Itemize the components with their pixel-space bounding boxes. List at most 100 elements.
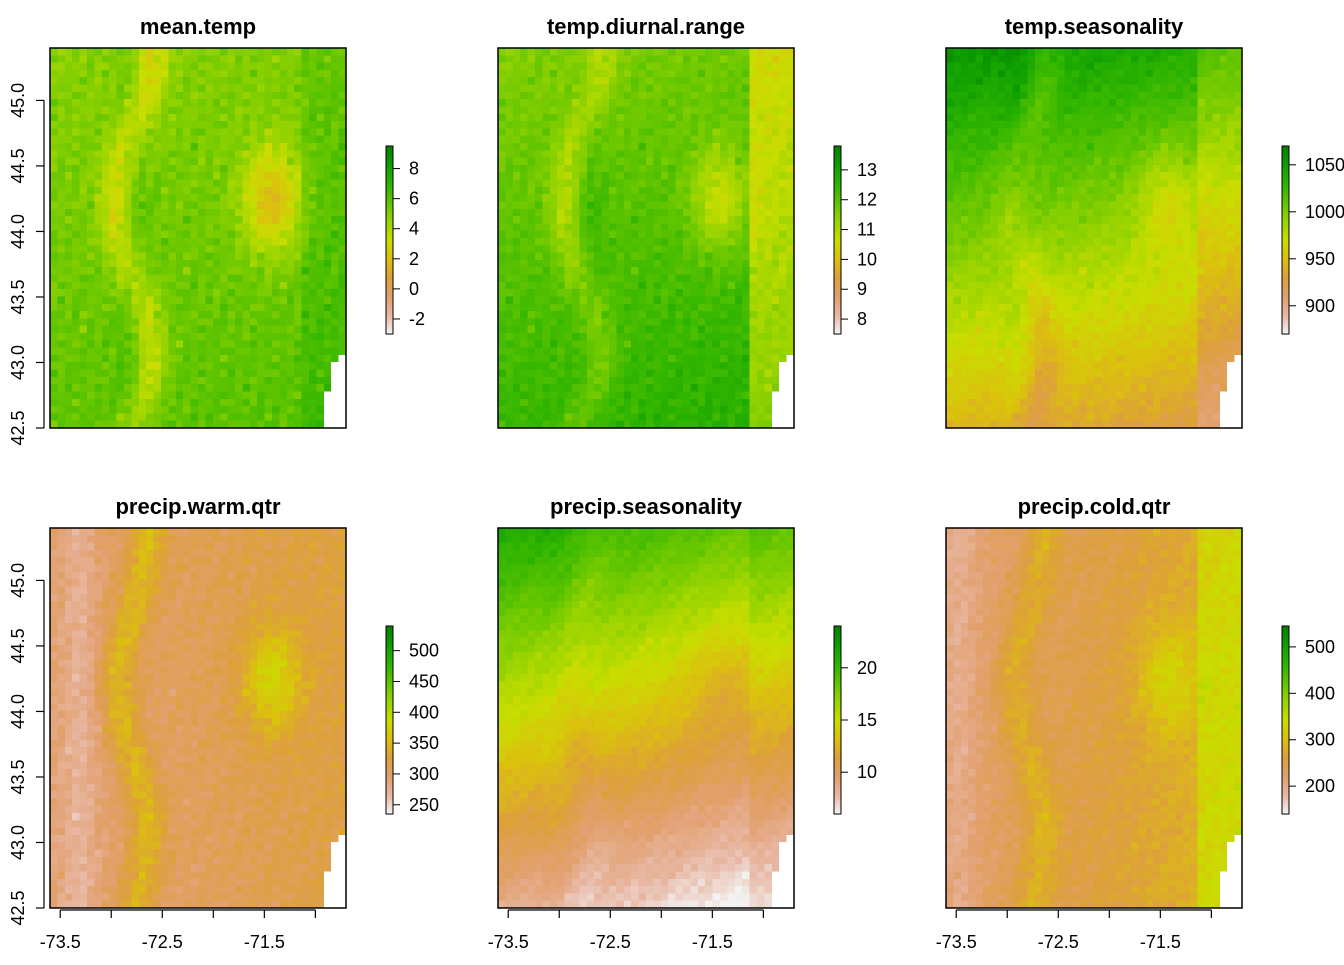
raster-cell bbox=[279, 296, 287, 304]
raster-cell bbox=[339, 106, 347, 114]
raster-cell bbox=[294, 180, 302, 188]
raster-cell bbox=[220, 296, 228, 304]
raster-cell bbox=[528, 150, 536, 158]
raster-cell bbox=[750, 180, 758, 188]
raster-cell bbox=[57, 172, 65, 180]
raster-cell bbox=[1005, 136, 1013, 144]
raster-cell bbox=[131, 209, 139, 217]
raster-cell bbox=[498, 311, 506, 319]
raster-cell bbox=[117, 318, 125, 326]
raster-cell bbox=[550, 48, 558, 56]
raster-cell bbox=[661, 304, 669, 312]
raster-cell bbox=[94, 289, 102, 297]
raster-cell bbox=[609, 223, 617, 231]
raster-cell bbox=[131, 114, 139, 122]
raster-cell bbox=[616, 377, 624, 385]
raster-cell bbox=[1168, 92, 1176, 100]
raster-cell bbox=[968, 63, 976, 71]
raster-cell bbox=[117, 63, 125, 71]
raster-cell bbox=[146, 172, 154, 180]
raster-cell bbox=[117, 231, 125, 239]
raster-cell bbox=[339, 282, 347, 290]
raster-cell bbox=[183, 289, 191, 297]
raster-cell bbox=[1050, 48, 1058, 56]
raster-cell bbox=[1212, 128, 1220, 136]
raster-cell bbox=[168, 194, 176, 202]
raster-cell bbox=[250, 318, 258, 326]
raster-cell bbox=[279, 180, 287, 188]
raster-cell bbox=[953, 114, 961, 122]
raster-cell bbox=[94, 63, 102, 71]
raster-cell bbox=[505, 216, 513, 224]
raster-cell bbox=[316, 348, 324, 356]
raster-cell bbox=[117, 384, 125, 392]
raster-cell bbox=[279, 201, 287, 209]
raster-cell bbox=[550, 282, 558, 290]
raster-cell bbox=[131, 362, 139, 370]
raster-cell bbox=[750, 92, 758, 100]
raster-cell bbox=[946, 180, 954, 188]
raster-cell bbox=[228, 136, 236, 144]
raster-cell bbox=[302, 158, 310, 166]
raster-cell bbox=[683, 260, 691, 268]
raster-cell bbox=[242, 377, 250, 385]
raster-cell bbox=[57, 304, 65, 312]
raster-cell bbox=[661, 318, 669, 326]
raster-cell bbox=[705, 63, 713, 71]
raster-cell bbox=[213, 399, 221, 407]
raster-cell bbox=[220, 201, 228, 209]
raster-cell bbox=[257, 85, 265, 93]
legend-tick-label: 10 bbox=[857, 249, 877, 269]
raster-cell bbox=[646, 180, 654, 188]
raster-cell bbox=[1079, 158, 1087, 166]
raster-cell bbox=[265, 231, 273, 239]
raster-cell bbox=[1057, 165, 1065, 173]
raster-cell bbox=[324, 384, 332, 392]
raster-cell bbox=[557, 340, 565, 348]
raster-cell bbox=[1220, 77, 1228, 85]
raster-cell bbox=[102, 150, 110, 158]
raster-cell bbox=[1064, 106, 1072, 114]
raster-cell bbox=[250, 99, 258, 107]
raster-cell bbox=[331, 92, 339, 100]
raster-cell bbox=[631, 223, 639, 231]
raster-cell bbox=[117, 282, 125, 290]
raster-cell bbox=[609, 260, 617, 268]
raster-cell bbox=[602, 391, 610, 399]
raster-cell bbox=[294, 399, 302, 407]
raster-cell bbox=[505, 399, 513, 407]
raster-cell bbox=[72, 106, 80, 114]
raster-cell bbox=[1131, 180, 1139, 188]
raster-cell bbox=[528, 304, 536, 312]
raster-cell bbox=[1035, 128, 1043, 136]
raster-cell bbox=[102, 282, 110, 290]
raster-cell bbox=[287, 128, 295, 136]
raster-cell bbox=[272, 85, 280, 93]
raster-cell bbox=[705, 172, 713, 180]
raster-cell bbox=[220, 121, 228, 129]
raster-cell bbox=[550, 180, 558, 188]
raster-cell bbox=[1235, 77, 1243, 85]
raster-cell bbox=[109, 121, 117, 129]
raster-cell bbox=[94, 311, 102, 319]
raster-cell bbox=[683, 304, 691, 312]
raster-cell bbox=[676, 216, 684, 224]
raster-cell bbox=[205, 370, 213, 378]
raster-cell bbox=[339, 348, 347, 356]
raster-cell bbox=[572, 245, 580, 253]
raster-cell bbox=[198, 106, 206, 114]
raster-cell bbox=[542, 289, 550, 297]
raster-cell bbox=[235, 421, 243, 429]
raster-cell bbox=[757, 150, 765, 158]
raster-cell bbox=[668, 165, 676, 173]
raster-cell bbox=[513, 384, 521, 392]
raster-cell bbox=[953, 48, 961, 56]
raster-cell bbox=[653, 253, 661, 261]
raster-cell bbox=[94, 158, 102, 166]
raster-cell bbox=[220, 311, 228, 319]
raster-cell bbox=[1235, 172, 1243, 180]
raster-cell bbox=[57, 275, 65, 283]
raster-cell bbox=[131, 370, 139, 378]
raster-cell bbox=[639, 275, 647, 283]
y-tick-label: 45.0 bbox=[8, 83, 28, 118]
